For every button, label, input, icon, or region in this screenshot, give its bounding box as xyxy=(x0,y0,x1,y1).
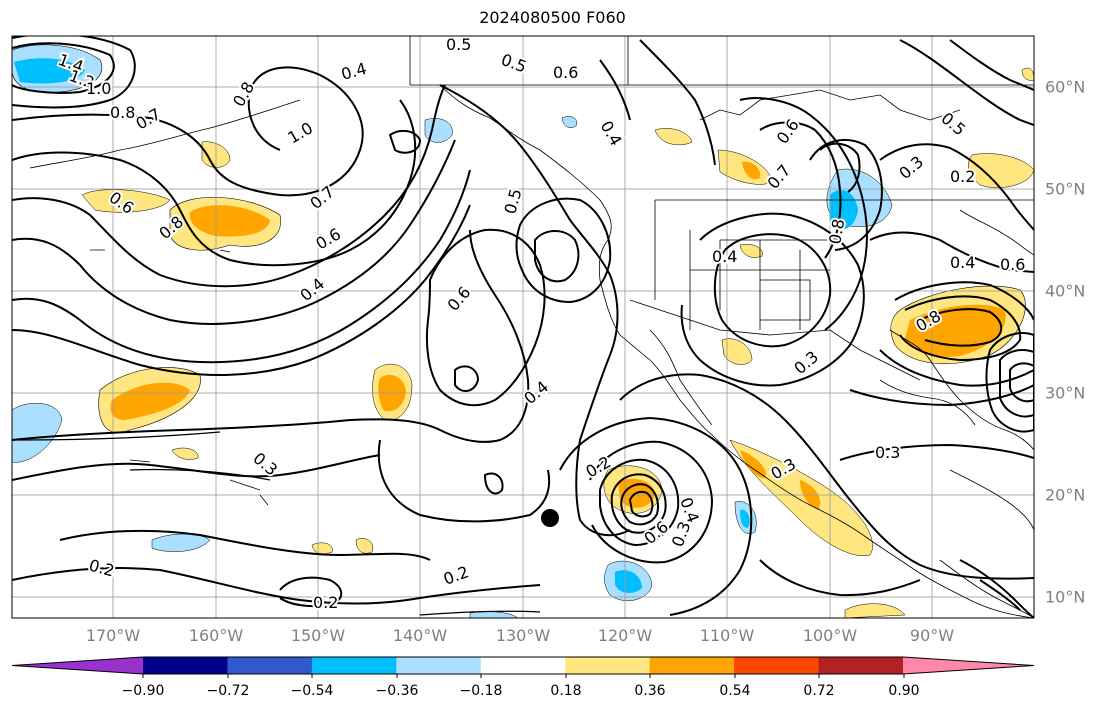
map-title: 2024080500 F060 xyxy=(479,8,626,27)
lon-label: 170°W xyxy=(85,626,141,645)
contour-lines xyxy=(12,36,1034,618)
colorbar-segment xyxy=(480,657,566,674)
contour-label: 0.4 xyxy=(950,253,975,272)
colorbar-segment xyxy=(143,657,228,674)
contour-label: 0.2 xyxy=(313,593,338,612)
location-marker xyxy=(541,509,559,527)
colorbar-segment xyxy=(227,657,313,674)
contour-label: 0.6 xyxy=(1000,255,1025,274)
weather-map: 1.4 1.2 1.0 0.8 0.7 1.0 0.8 0.6 0.8 0.7 … xyxy=(11,35,1035,619)
colorbar-tick-label: −0.36 xyxy=(375,683,419,699)
colorbar-extend-max xyxy=(903,657,1034,674)
colorbar-segment xyxy=(734,657,820,674)
contour-label: 0.4 xyxy=(712,247,737,266)
colorbar-segment xyxy=(818,657,904,674)
colorbar-tick-label: 0.36 xyxy=(634,683,666,699)
lon-label: 140°W xyxy=(392,626,448,645)
colorbar-tick-label: 0.90 xyxy=(888,683,920,699)
contour-label: 1.0 xyxy=(86,79,111,98)
lon-label: 100°W xyxy=(802,626,858,645)
colorbar-extend-min xyxy=(12,657,143,674)
colorbar-segment xyxy=(649,657,735,674)
colorbar-tick-label: −0.18 xyxy=(459,683,503,699)
lon-label: 150°W xyxy=(290,626,346,645)
lon-label: 110°W xyxy=(699,626,755,645)
lat-label: 20°N xyxy=(1045,485,1086,505)
lat-label: 10°N xyxy=(1045,587,1086,607)
colorbar-tick-label: −0.90 xyxy=(121,683,165,699)
colorbar-tick-label: 0.18 xyxy=(550,683,582,699)
colorbar-segment xyxy=(311,657,397,674)
lat-label: 60°N xyxy=(1045,77,1086,97)
shaded-regions xyxy=(12,44,1034,618)
contour-label: 0.8 xyxy=(110,103,135,122)
colorbar-tick-label: −0.72 xyxy=(206,683,250,699)
lat-label: 40°N xyxy=(1045,281,1086,301)
colorbar-outline xyxy=(11,656,1035,675)
colorbar-ticks xyxy=(142,674,905,678)
lat-label: 50°N xyxy=(1045,179,1086,199)
contour-label: 0.3 xyxy=(875,443,900,462)
lon-label: 130°W xyxy=(495,626,551,645)
contour-lines-thin xyxy=(12,431,541,616)
contour-label: 0.2 xyxy=(950,167,975,186)
lon-label: 120°W xyxy=(597,626,653,645)
contour-label: 0.6 xyxy=(553,63,578,82)
colorbar-tick-label: 0.72 xyxy=(803,683,835,699)
colorbar-segments xyxy=(11,656,1035,675)
lon-label: 90°W xyxy=(909,626,955,645)
colorbar-tick-label: 0.54 xyxy=(719,683,751,699)
lon-label: 160°W xyxy=(188,626,244,645)
colorbar-segment xyxy=(565,657,651,674)
colorbar-tick-label: −0.54 xyxy=(290,683,334,699)
contour-label: 0.5 xyxy=(446,35,471,54)
colorbar-segment xyxy=(396,657,482,674)
lat-label: 30°N xyxy=(1045,383,1086,403)
